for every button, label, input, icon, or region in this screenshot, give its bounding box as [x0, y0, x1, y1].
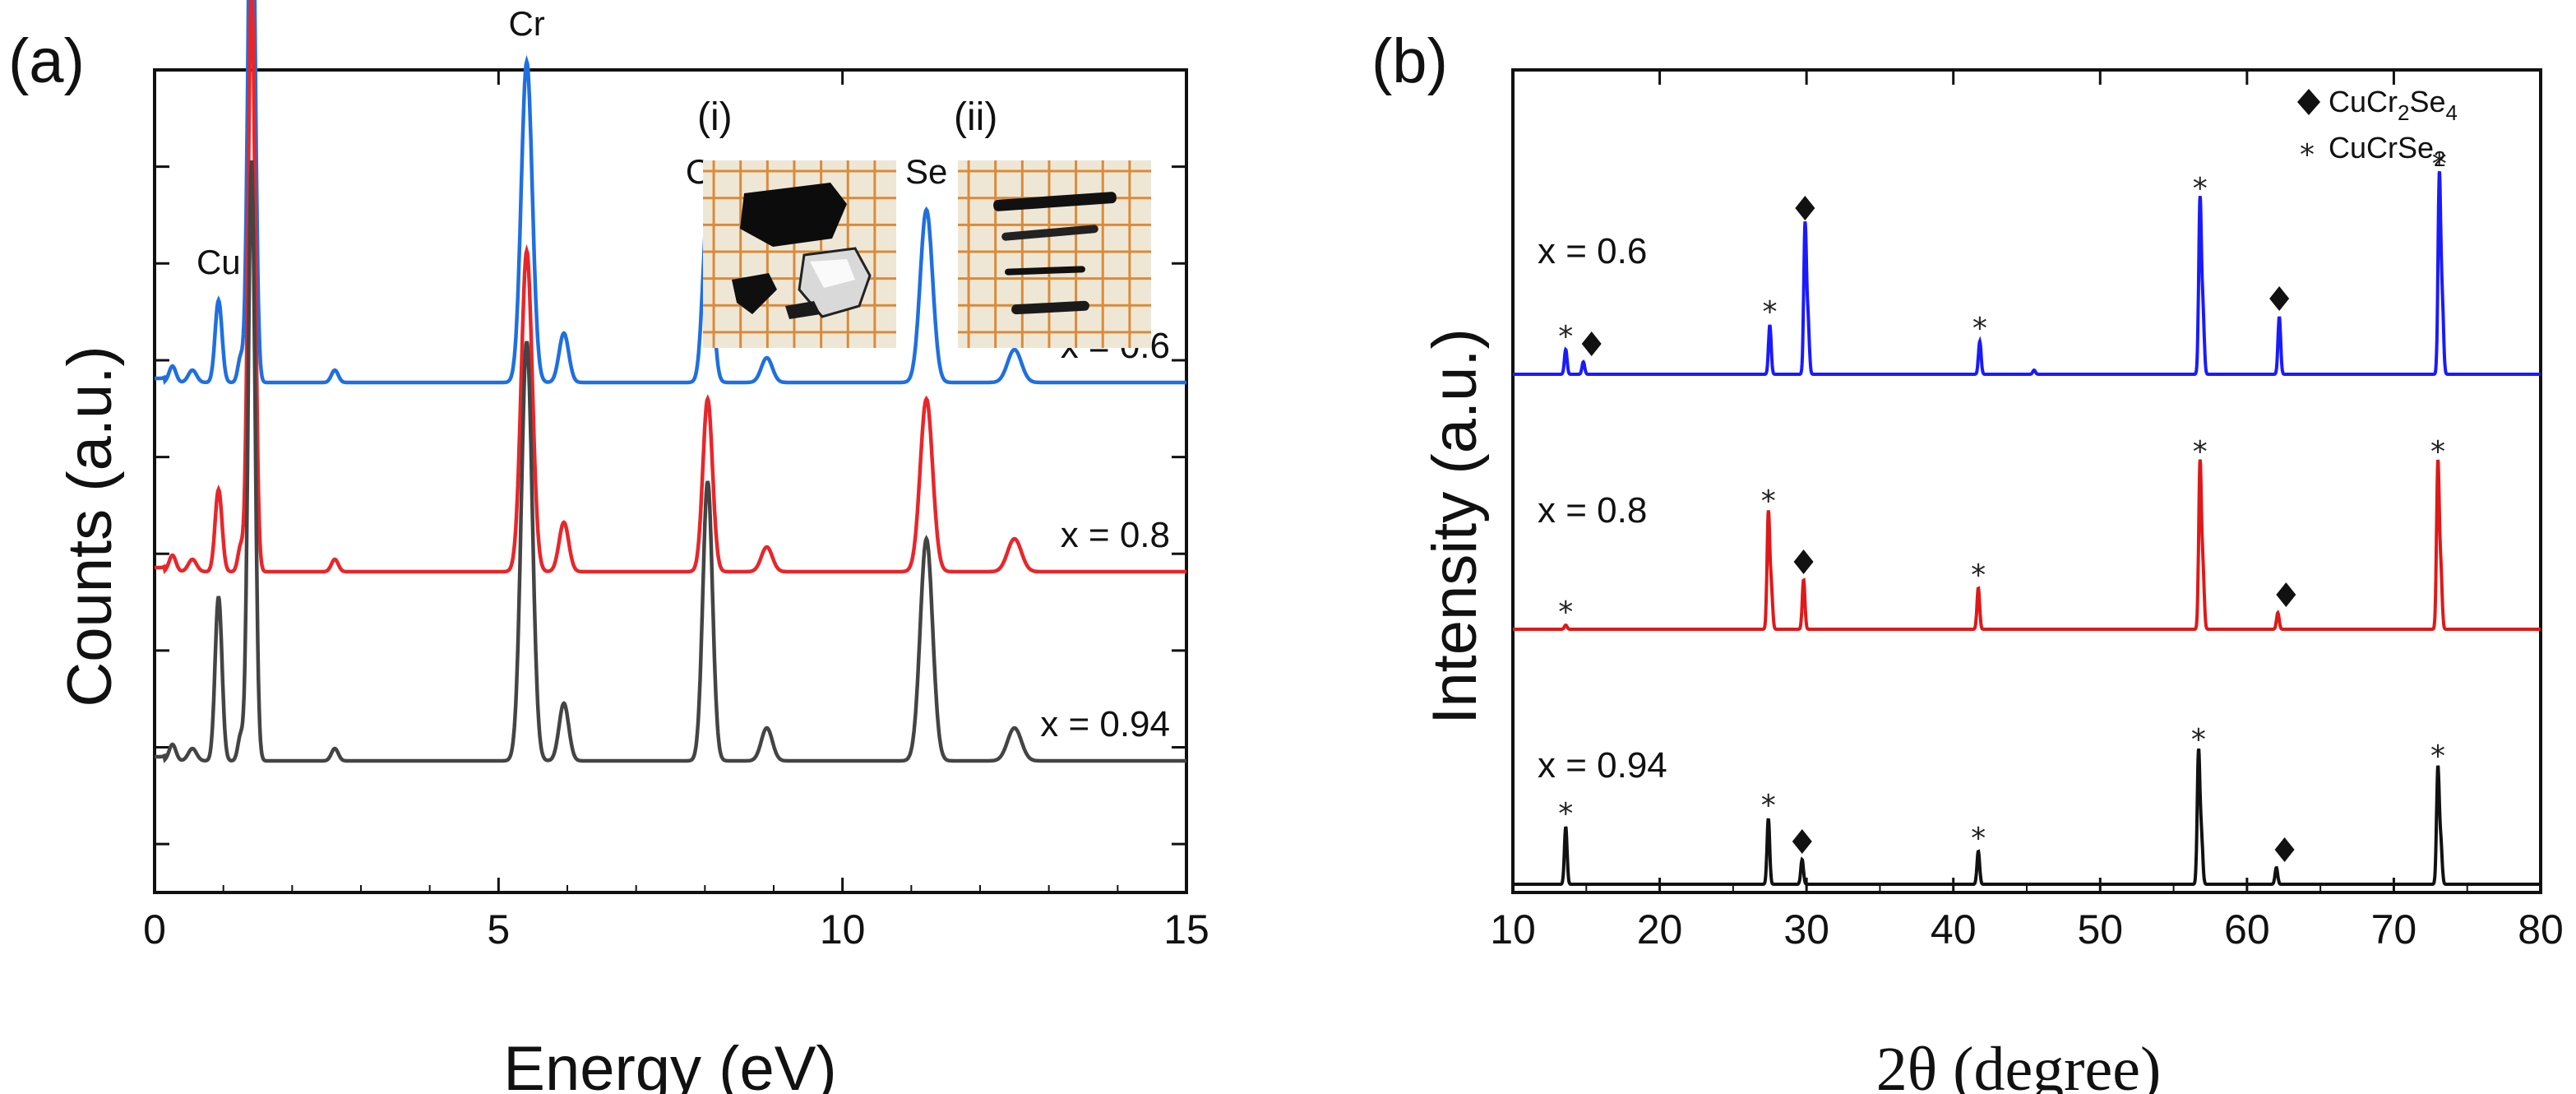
b-marker-star: *: [1558, 797, 1573, 831]
inset-i-crystal-reflection: [810, 259, 855, 288]
legend-diamond-icon: [2297, 89, 2320, 115]
b-series-label: x = 0.6: [1538, 231, 1647, 271]
inset-ii-needle-2: [1001, 225, 1098, 241]
inset-ii-label: (ii): [954, 95, 997, 139]
a-xtick-label: 15: [1163, 906, 1209, 953]
a-peak-label: Se: [905, 152, 947, 191]
b-xtick-label: 20: [1637, 906, 1683, 953]
panel-b-ticks: 10 20 30 40 50 60 70 80: [1490, 70, 2564, 953]
panel-b-label: (b): [1371, 26, 1448, 96]
panel-b-ylabel: Intensity (a.u.): [1420, 328, 1490, 725]
panel-a-ylabel: Counts (a.u.): [55, 345, 125, 707]
panel-a-ticks: 0 5 10 15: [143, 70, 1209, 953]
panel-b-series: x = 0.6 x = 0.8 x = 0.94: [1513, 170, 2541, 886]
a-series-label: x = 0.94: [1040, 704, 1170, 744]
inset-i-label: (i): [697, 95, 733, 139]
b-xtick-label: 50: [2077, 906, 2123, 953]
inset-i-crystal-chip: [785, 301, 821, 319]
b-series-line-1: [1513, 459, 2541, 631]
a-series-label: x = 0.8: [1061, 515, 1170, 555]
b-marker-star: *: [2430, 739, 2445, 773]
b-marker-star: *: [2193, 435, 2208, 469]
b-xtick-label: 10: [1490, 906, 1536, 953]
b-marker-star: *: [1971, 822, 1986, 855]
inset-i-crystal-large: [740, 183, 847, 247]
inset-ii: (ii): [954, 95, 1151, 348]
panel-a-series: x = 0.6x = 0.8x = 0.94: [155, 0, 1186, 764]
b-xtick-label: 70: [2371, 906, 2417, 953]
a-peak-label: Cu: [197, 243, 241, 281]
inset-ii-grid: [958, 160, 1151, 348]
b-marker-diamond: [1795, 196, 1815, 220]
legend-cucrse2: CuCrSe2: [2329, 131, 2446, 171]
b-marker-diamond: [1792, 829, 1812, 854]
b-marker-star: *: [1971, 559, 1986, 592]
panel-a: (a) Counts (a.u.) Energy (eV) 0 5 10 15 x =…: [8, 0, 1209, 1094]
legend-cucr2se4: CuCr2Se4: [2329, 85, 2458, 125]
panel-b-markers: * * * * * * * * * * * * * * *: [1558, 147, 2447, 862]
panel-b: (b) Intensity (a.u.) 2θ (degree) 10 20 30 4…: [1371, 26, 2564, 1094]
b-marker-diamond: [2269, 286, 2290, 311]
a-xtick-label: 0: [143, 906, 166, 953]
b-marker-star: *: [1558, 596, 1573, 629]
legend-text-1d: 4: [2446, 100, 2458, 125]
inset-i: (i): [697, 95, 896, 348]
inset-i-crystal-small: [732, 273, 777, 314]
b-marker-star: *: [2193, 172, 2208, 206]
panel-a-xlabel: Energy (eV): [503, 1034, 837, 1094]
a-series-line-1: [155, 0, 1186, 575]
a-xtick-label: 5: [487, 906, 510, 953]
b-xtick-label: 30: [1783, 906, 1829, 953]
legend-text-1b: 2: [2398, 100, 2409, 125]
b-series-label: x = 0.94: [1538, 745, 1667, 786]
legend-text-2a: CuCrSe: [2329, 131, 2434, 165]
b-series-line-2: [1513, 748, 2541, 886]
a-series-line-0: [155, 0, 1186, 386]
panel-b-xlabel: 2θ (degree): [1876, 1035, 2162, 1094]
b-marker-diamond: [1581, 331, 1602, 356]
a-xtick-label: 10: [820, 906, 866, 953]
panel-a-label: (a): [8, 26, 85, 96]
b-xtick-label: 80: [2518, 906, 2564, 953]
b-marker-diamond: [2276, 582, 2296, 607]
legend-text-1c: Se: [2409, 85, 2445, 118]
legend-star-icon: *: [2300, 138, 2315, 172]
b-marker-star: *: [1761, 484, 1776, 518]
b-marker-star: *: [1558, 320, 1573, 354]
b-xtick-label: 40: [1931, 906, 1977, 953]
a-peak-label: Cr: [508, 4, 544, 43]
b-marker-star: *: [1972, 312, 1987, 345]
panel-a-frame: [153, 68, 1188, 894]
b-marker-star: *: [1763, 295, 1778, 329]
b-marker-star: *: [2191, 723, 2206, 757]
b-series-label: x = 0.8: [1538, 490, 1647, 531]
a-series-line-2: [155, 160, 1186, 764]
panel-b-legend: CuCr2Se4 * CuCrSe2: [2297, 85, 2458, 172]
inset-ii-needle-1: [993, 192, 1117, 211]
b-xtick-label: 60: [2224, 906, 2270, 953]
b-marker-star: *: [1761, 789, 1776, 823]
inset-ii-needle-4: [1011, 300, 1089, 315]
legend-text-2b: 2: [2434, 146, 2445, 171]
b-marker-diamond: [2274, 837, 2295, 862]
legend-text-1a: CuCr: [2329, 85, 2398, 118]
inset-ii-photo: [958, 160, 1151, 348]
b-series-line-0: [1513, 170, 2541, 376]
b-marker-star: *: [2432, 147, 2447, 181]
b-marker-star: *: [2430, 435, 2445, 469]
b-marker-diamond: [1793, 549, 1814, 574]
inset-ii-needle-3: [1005, 266, 1085, 276]
